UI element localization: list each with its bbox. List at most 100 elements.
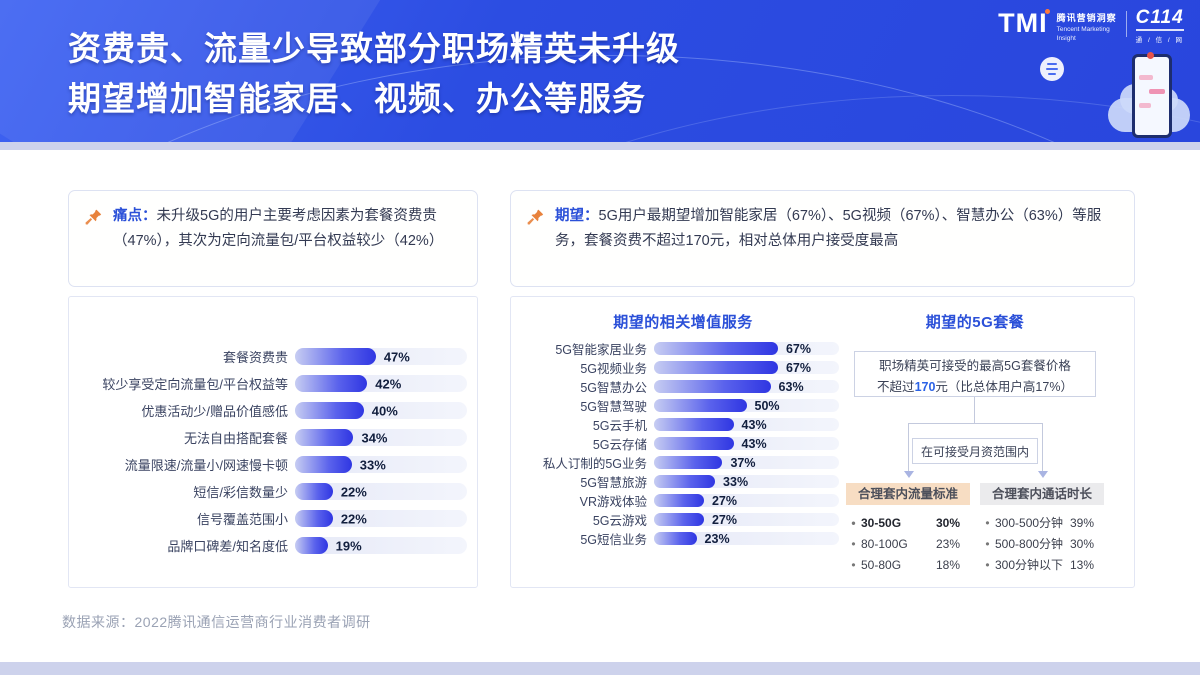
- logo-area: TMI 腾讯营销洞察 Tencent Marketing Insight C11…: [998, 8, 1184, 44]
- page-title-line1: 资费贵、流量少导致部分职场精英未升级: [68, 30, 680, 67]
- bar-label: 5G智慧办公: [580, 381, 647, 395]
- c114-logo-text: C114: [1135, 8, 1184, 31]
- bullet-icon: •: [985, 536, 990, 551]
- package-diagram-title: 期望的5G套餐: [925, 314, 1025, 331]
- bar-track: 19%: [295, 537, 467, 554]
- tmi-chinese-name: 腾讯营销洞察: [1056, 13, 1117, 23]
- expectation-callout: 期望：5G用户最期望增加智能家居（67%）、5G视频（67%）、智慧办公（63%…: [510, 190, 1135, 287]
- tmi-logo: TMI: [998, 8, 1050, 38]
- connector-line: [908, 423, 1043, 424]
- pain-point-callout: 痛点：未升级5G的用户主要考虑因素为套餐资费贵（47%），其次为定向流量包/平台…: [68, 190, 478, 287]
- bar-row: 5G视频业务 67%: [527, 358, 839, 377]
- bar-value: 27%: [711, 493, 737, 508]
- bar-fill: [295, 537, 328, 554]
- connector-line: [908, 423, 909, 472]
- pain-point-label: 痛点：: [113, 208, 157, 224]
- bar-track: 33%: [654, 474, 839, 489]
- bar-track: 63%: [654, 380, 839, 394]
- c114-subtitle: 通 / 信 / 网: [1135, 37, 1184, 44]
- bar-fill: [654, 437, 734, 450]
- package-item: • 500-800分钟 30%: [980, 533, 1104, 554]
- bar-label: 品牌口碑差/知名度低: [167, 539, 288, 554]
- phone-cloud-icon: [1108, 50, 1194, 140]
- bar-fill: [654, 418, 734, 431]
- bar-fill: [654, 475, 716, 488]
- bar-row: 5G云游戏 27%: [527, 510, 839, 529]
- bar-fill: [295, 375, 368, 392]
- bar-fill: [295, 483, 333, 500]
- bar-label: 5G云手机: [592, 419, 647, 433]
- package-item-label: 80-100G: [861, 536, 908, 551]
- price-highlight: 170: [914, 379, 936, 394]
- content-area: 痛点：未升级5G的用户主要考虑因素为套餐资费贵（47%），其次为定向流量包/平台…: [0, 150, 1200, 662]
- package-item-label: 500-800分钟: [995, 537, 1064, 551]
- tmi-subtitle: 腾讯营销洞察 Tencent Marketing Insight: [1057, 8, 1117, 44]
- bar-row: 短信/彩信数量少 22%: [83, 478, 467, 505]
- bar-track: 33%: [295, 456, 467, 473]
- bar-label: 5G智慧旅游: [580, 476, 647, 490]
- bar-fill: [295, 402, 364, 419]
- bullet-icon: •: [985, 515, 990, 530]
- bar-value: 67%: [785, 341, 811, 356]
- package-item-label: 50-80G: [861, 557, 902, 572]
- bar-row: 信号覆盖范围小 22%: [83, 505, 467, 532]
- bar-label: 流量限速/流量小/网速慢卡顿: [124, 458, 288, 473]
- c114-logo: C114 通 / 信 / 网: [1135, 8, 1184, 44]
- pushpin-icon: [527, 208, 544, 225]
- logo-divider: [1125, 11, 1127, 37]
- bar-row: VR游戏体验 27%: [527, 491, 839, 510]
- bullet-icon: •: [851, 557, 856, 572]
- pain-reasons-bar-chart: 套餐资费贵 47% 较少享受定向流量包/平台权益等 42% 优惠活动少/赠品价值感低 40…: [83, 343, 467, 559]
- package-item-value: 13%: [1069, 557, 1094, 572]
- bar-row: 5G短信业务 23%: [527, 529, 839, 548]
- bar-track: 43%: [654, 418, 839, 432]
- bar-track: 34%: [295, 429, 467, 446]
- expectation-panel: 期望的相关增值服务 5G智能家居业务 67% 5G视频业务 67% 5G智慧办公 63% 5…: [510, 296, 1135, 588]
- pushpin-icon: [85, 208, 102, 225]
- bar-fill: [654, 399, 747, 412]
- call-minutes-group: 合理套内通话时长 • 300-500分钟 39% • 500-800分钟 30% • 300分…: [980, 483, 1104, 575]
- bar-value: 33%: [723, 474, 749, 489]
- bar-fill: [295, 456, 352, 473]
- package-item-value: 30%: [935, 515, 960, 530]
- bar-row: 优惠活动少/赠品价值感低 40%: [83, 397, 467, 424]
- bar-label: 5G云游戏: [592, 514, 647, 528]
- bar-row: 5G云存储 43%: [527, 434, 839, 453]
- page-title-line2: 期望增加智能家居、视频、办公等服务: [68, 80, 646, 117]
- acceptable-range-box: 在可接受月资范围内: [912, 438, 1038, 464]
- bar-value: 43%: [741, 436, 767, 451]
- bar-row: 5G云手机 43%: [527, 415, 839, 434]
- bar-track: 42%: [295, 375, 467, 392]
- bar-row: 套餐资费贵 47%: [83, 343, 467, 370]
- bar-fill: [295, 510, 333, 527]
- bar-label: 私人订制的5G业务: [542, 457, 647, 471]
- package-item: • 30-50G 30%: [846, 512, 970, 533]
- pain-reasons-chart-panel: 套餐资费贵 47% 较少享受定向流量包/平台权益等 42% 优惠活动少/赠品价值感低 40…: [68, 296, 478, 588]
- connector-line: [974, 397, 975, 424]
- bar-value: 47%: [383, 349, 410, 364]
- bar-track: 47%: [295, 348, 467, 365]
- bar-track: 37%: [654, 456, 839, 470]
- bar-label: 5G短信业务: [580, 533, 647, 547]
- bar-row: 5G智能家居业务 67%: [527, 339, 839, 358]
- tmi-english-name: Tencent Marketing Insight: [1056, 26, 1110, 42]
- tmi-dot-icon: [1044, 9, 1050, 14]
- bar-label: 5G云存储: [592, 438, 647, 452]
- package-item-value: 23%: [935, 536, 960, 551]
- bar-track: 22%: [295, 510, 467, 527]
- bar-fill: [295, 348, 376, 365]
- bar-label: 5G视频业务: [580, 362, 647, 376]
- bar-row: 较少享受定向流量包/平台权益等 42%: [83, 370, 467, 397]
- package-item-value: 39%: [1069, 515, 1094, 530]
- bar-row: 无法自由搭配套餐 34%: [83, 424, 467, 451]
- services-bar-chart: 5G智能家居业务 67% 5G视频业务 67% 5G智慧办公 63% 5G智慧驾驶 50% 5G…: [527, 339, 839, 548]
- bar-row: 私人订制的5G业务 37%: [527, 453, 839, 472]
- bar-value: 34%: [361, 430, 388, 445]
- max-price-line1: 职场精英可接受的最高5G套餐价格: [879, 359, 1071, 373]
- package-item-value: 18%: [935, 557, 960, 572]
- bar-fill: [654, 532, 697, 545]
- bar-row: 5G智慧办公 63%: [527, 377, 839, 396]
- expectation-label: 期望：: [555, 208, 599, 224]
- bar-fill: [295, 429, 354, 446]
- services-chart-title: 期望的相关增值服务: [613, 314, 753, 331]
